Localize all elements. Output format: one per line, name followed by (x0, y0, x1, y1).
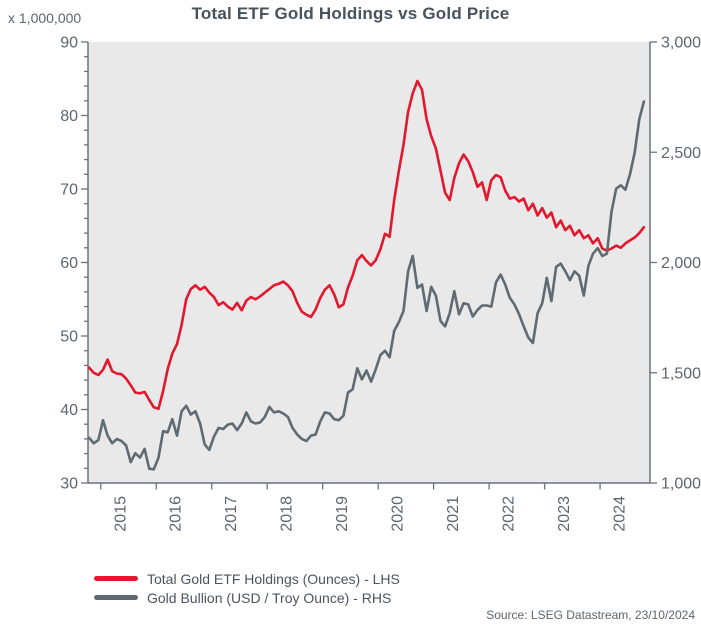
x-axis-year-label: 2023 (556, 496, 573, 532)
etf-holdings-line (87, 79, 646, 411)
right-axis-tick-label: 1,500 (661, 365, 701, 382)
x-axis-year-label: 2015 (112, 496, 129, 532)
left-axis-tick-label: 80 (60, 108, 78, 125)
legend-label-gold-bullion: Gold Bullion (USD / Troy Ounce) - RHS (147, 589, 392, 606)
x-axis-year-label: 2018 (279, 496, 296, 532)
source-note: Source: LSEG Datastream, 23/10/2024 (486, 608, 695, 622)
left-axis-tick-label: 50 (60, 329, 78, 346)
x-axis-year-label: 2019 (334, 496, 351, 532)
left-axis-unit-label: x 1,000,000 (8, 10, 82, 26)
x-axis-year-label: 2017 (223, 496, 240, 532)
x-axis-year-label: 2020 (390, 496, 407, 532)
left-axis-tick-label: 30 (60, 476, 78, 493)
right-axis-tick-label: 3,000 (661, 35, 701, 52)
legend-item-gold-bullion: Gold Bullion (USD / Troy Ounce) - RHS (94, 588, 400, 607)
right-axis-tick-label: 2,500 (661, 145, 701, 162)
x-axis-year-label: 2024 (612, 496, 629, 532)
legend-swatch-etf-holdings (94, 576, 138, 581)
left-axis-tick-label: 40 (60, 402, 78, 419)
x-axis-year-label: 2021 (445, 496, 462, 532)
chart-title: Total ETF Gold Holdings vs Gold Price (191, 4, 510, 23)
legend-label-etf-holdings: Total Gold ETF Holdings (Ounces) - LHS (147, 570, 400, 587)
legend-item-etf-holdings: Total Gold ETF Holdings (Ounces) - LHS (94, 569, 400, 588)
x-axis-year-label: 2022 (501, 496, 518, 532)
left-axis-tick-label: 60 (60, 255, 78, 272)
right-axis-tick-label: 2,000 (661, 255, 701, 272)
left-axis-tick-label: 70 (60, 182, 78, 199)
chart-legend: Total Gold ETF Holdings (Ounces) - LHS G… (94, 569, 400, 607)
right-axis-tick-label: 1,000 (661, 476, 701, 493)
gold-bullion-line (87, 100, 646, 471)
x-axis-year-label: 2016 (168, 496, 185, 532)
legend-swatch-gold-bullion (94, 595, 138, 600)
left-axis-tick-label: 90 (60, 35, 78, 52)
